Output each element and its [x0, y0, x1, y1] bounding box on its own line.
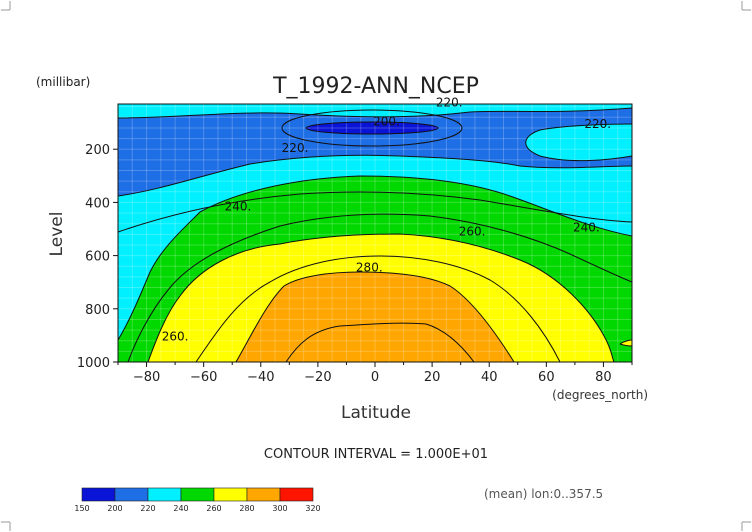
contour-line [118, 154, 632, 197]
y-tick-label: 200 [85, 143, 110, 158]
contour-label: 280. [356, 261, 383, 275]
band-below-200-core [306, 122, 438, 134]
band-220-240-upper-left [118, 104, 632, 118]
contour-label: 220. [282, 141, 309, 155]
plot-title: T_1992-ANN_NCEP [272, 74, 479, 99]
contour-line [285, 322, 475, 362]
x-axis-ticks: −80 −60 −40 −20 0 20 40 60 80 [117, 362, 633, 385]
contour-plot-area: 220. 200. 220. 220. 240. 240. 260. 280. 260. −80… [77, 96, 633, 385]
colorbar-swatch [213, 487, 248, 502]
contour-line [525, 123, 632, 162]
colorbar-tick-label: 240 [173, 504, 188, 513]
x-tick-label: 0 [371, 370, 379, 385]
y-axis-ticks: 200 400 600 800 1000 [77, 143, 118, 371]
x-tick-label: −80 [133, 370, 160, 385]
x-tick-label: −60 [190, 370, 217, 385]
colorbar-swatch [279, 487, 314, 502]
x-units-label: (degrees_north) [552, 388, 648, 402]
contour-line [195, 255, 561, 362]
colorbar-tick-label: 200 [107, 504, 122, 513]
x-tick-label: 80 [595, 370, 612, 385]
y-tick-label: 400 [85, 196, 110, 211]
x-axis-label: Latitude [341, 403, 411, 423]
colorbar-tick-label: 260 [206, 504, 221, 513]
contour-line [118, 107, 632, 119]
y-tick-label: 600 [85, 250, 110, 265]
x-tick-label: 60 [538, 370, 555, 385]
contour-line [305, 121, 439, 135]
contour-label: 220. [436, 96, 463, 110]
colorbar-swatch [147, 487, 182, 502]
contour-lines [118, 107, 632, 362]
contour-line [118, 175, 632, 341]
contour-line [118, 191, 632, 233]
y-units-label: (millibar) [36, 75, 90, 89]
y-axis-label: Level [47, 212, 67, 257]
contour-label: 200. [373, 114, 400, 128]
contour-label: 240. [225, 199, 252, 213]
band-220-240-right-patch [525, 124, 632, 161]
contour-label: 220. [584, 117, 611, 131]
colorbar-tick-label: 300 [272, 504, 287, 513]
colorbar-swatch [246, 487, 281, 502]
grid [118, 104, 632, 362]
y-tick-label: 1000 [77, 356, 110, 371]
colorbar-swatch [180, 487, 215, 502]
x-tick-label: −20 [304, 370, 331, 385]
contour-label: 240. [573, 221, 600, 235]
mean-longitude-text: (mean) lon:0..357.5 [484, 487, 603, 501]
contour-label: 260. [162, 330, 189, 344]
x-tick-label: −40 [247, 370, 274, 385]
contour-line [127, 213, 632, 362]
colorbar-tick-label: 220 [140, 504, 155, 513]
contour-line [281, 109, 463, 147]
contour-labels: 220. 200. 220. 220. 240. 240. 260. 280. 260. [162, 96, 611, 344]
contour-line [147, 233, 615, 362]
contour-label: 260. [459, 225, 486, 239]
y-tick-label: 800 [85, 303, 110, 318]
contour-interval-text: CONTOUR INTERVAL = 1.000E+01 [264, 447, 488, 462]
colorbar-tick-label: 150 [74, 504, 89, 513]
x-tick-label: 20 [424, 370, 441, 385]
colorbar-tick-label: 320 [305, 504, 320, 513]
colorbar-swatch [114, 487, 149, 502]
colorbar-swatch [81, 487, 116, 502]
colorbar-tick-label: 280 [239, 504, 254, 513]
contour-line [235, 271, 515, 362]
x-tick-label: 40 [481, 370, 498, 385]
colorbar: 150 200 220 240 260 280 300 320 [74, 487, 321, 513]
